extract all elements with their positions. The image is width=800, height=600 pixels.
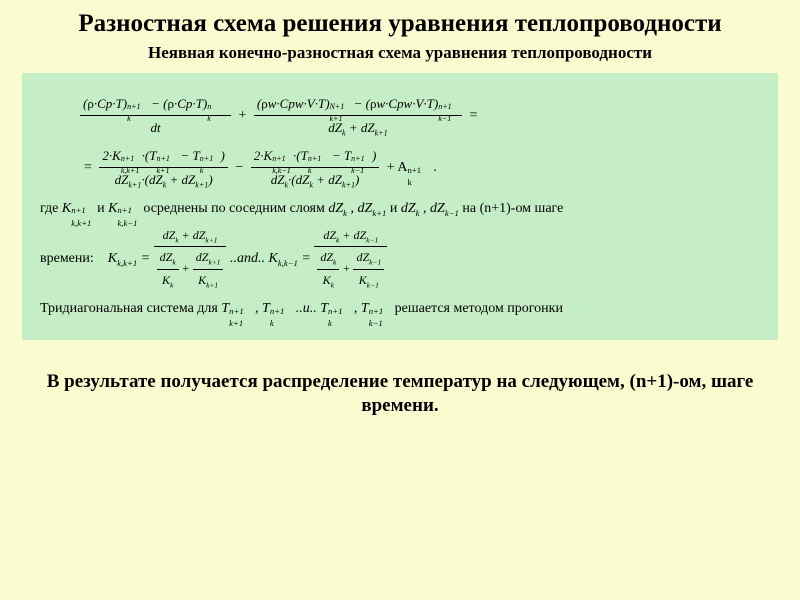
slide-title: Разностная схема решения уравнения тепло… — [22, 10, 778, 39]
slide-subtitle: Неявная конечно-разностная схема уравнен… — [22, 43, 778, 63]
eq-main-line1: (ρ·Cp·T)n+1k − (ρ·Cp·T)nk dt + (ρw·Cpw·V… — [40, 93, 760, 139]
conclusion: В результате получается распределение те… — [22, 370, 778, 418]
tridiag-line: Тридиагональная система для Tn+1k+1 , Tn… — [40, 297, 760, 320]
avg-line: времени: Kk,k+1 = dZk + dZk+1 dZkKk + dZ… — [40, 226, 760, 291]
slide: Разностная схема решения уравнения тепло… — [0, 0, 800, 600]
formula-panel: (ρ·Cp·T)n+1k − (ρ·Cp·T)nk dt + (ρw·Cpw·V… — [22, 73, 778, 340]
where-prefix: где — [40, 201, 62, 216]
where-line: где Kn+1k,k+1 и Kn+1k,k−1 осреднены по с… — [40, 197, 760, 220]
eq-main-line2: = 2·Kn+1k,k+1·(Tn+1k+1 − Tn+1k) dZk+1·(d… — [40, 145, 760, 191]
